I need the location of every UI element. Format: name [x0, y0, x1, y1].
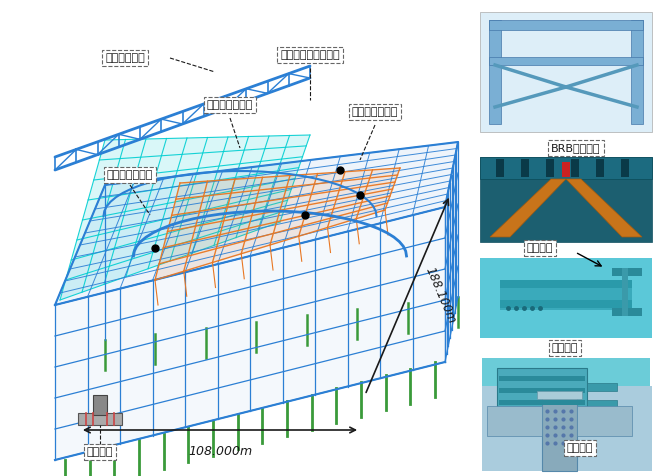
- Bar: [480, 157, 652, 179]
- Text: 桁架节点: 桁架节点: [527, 243, 554, 253]
- Text: 屋面桁架结构: 屋面桁架结构: [105, 53, 145, 63]
- Polygon shape: [155, 168, 400, 280]
- Bar: [500, 300, 632, 308]
- Bar: [621, 159, 629, 177]
- Bar: [78, 413, 122, 425]
- Polygon shape: [445, 142, 458, 362]
- Text: 柱脚节点: 柱脚节点: [87, 447, 113, 457]
- Bar: [480, 157, 652, 242]
- Bar: [587, 400, 617, 408]
- Bar: [587, 383, 617, 391]
- Text: 梁梁节点: 梁梁节点: [552, 343, 578, 353]
- Text: 屋面看台钢结构: 屋面看台钢结构: [107, 170, 153, 180]
- Polygon shape: [60, 135, 310, 300]
- Text: 篮球训练馆馆钢结构: 篮球训练馆馆钢结构: [280, 50, 340, 60]
- Polygon shape: [490, 179, 566, 237]
- Bar: [537, 391, 582, 399]
- Bar: [562, 162, 570, 177]
- Polygon shape: [566, 179, 642, 237]
- Bar: [480, 258, 652, 338]
- Bar: [499, 400, 585, 405]
- Bar: [93, 395, 107, 415]
- Bar: [487, 406, 542, 436]
- Bar: [482, 358, 650, 433]
- Bar: [500, 280, 632, 288]
- Bar: [480, 12, 652, 132]
- Bar: [489, 20, 643, 30]
- Text: 游泳馆馆钢结构: 游泳馆馆钢结构: [352, 107, 398, 117]
- Bar: [596, 159, 604, 177]
- Bar: [612, 308, 642, 316]
- Polygon shape: [55, 142, 458, 305]
- Text: 梁柱节点: 梁柱节点: [567, 443, 593, 453]
- Text: BRB屈曲支撑: BRB屈曲支撑: [551, 143, 601, 153]
- Bar: [546, 159, 554, 177]
- Bar: [542, 391, 577, 471]
- Text: 108.000m: 108.000m: [188, 445, 252, 458]
- Bar: [577, 406, 632, 436]
- Text: 188.100m: 188.100m: [423, 265, 459, 325]
- Bar: [622, 268, 628, 316]
- Bar: [612, 268, 642, 276]
- Bar: [497, 368, 587, 423]
- Bar: [489, 57, 643, 65]
- Bar: [631, 20, 643, 124]
- Bar: [500, 288, 632, 310]
- Bar: [489, 20, 501, 124]
- Polygon shape: [55, 207, 445, 460]
- Bar: [571, 159, 579, 177]
- Bar: [499, 388, 585, 393]
- Text: 羽毛球馆钢结构: 羽毛球馆钢结构: [207, 100, 253, 110]
- Bar: [521, 159, 529, 177]
- Bar: [496, 159, 504, 177]
- Bar: [482, 386, 652, 471]
- Bar: [499, 376, 585, 381]
